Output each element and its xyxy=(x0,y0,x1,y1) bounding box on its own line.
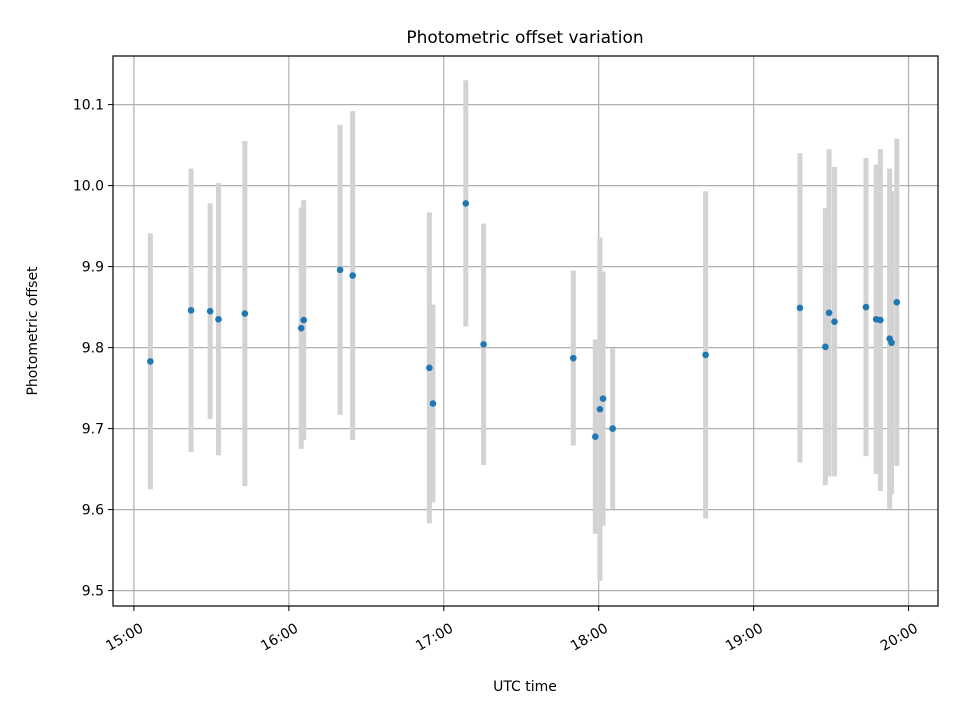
x-axis-label: UTC time xyxy=(493,679,557,695)
y-axis: 9.5 9.6 9.7 9.8 9.9 10.0 10.1 xyxy=(73,98,113,600)
data-point xyxy=(480,341,487,348)
chart-title: Photometric offset variation xyxy=(406,28,643,48)
y-axis-label: Photometric offset xyxy=(25,266,41,396)
y-tick-label: 9.6 xyxy=(82,503,104,519)
data-point xyxy=(831,318,838,325)
data-point xyxy=(796,304,804,312)
data-point xyxy=(147,358,154,365)
data-point xyxy=(215,315,222,323)
data-point xyxy=(591,433,599,441)
data-point xyxy=(297,324,305,332)
data-point xyxy=(349,272,356,279)
x-tick-label: 16:00 xyxy=(258,621,301,655)
data-point xyxy=(893,298,901,306)
plot-background xyxy=(113,56,938,606)
data-point xyxy=(429,400,437,407)
data-point xyxy=(822,343,829,351)
data-point xyxy=(187,307,195,314)
data-point xyxy=(862,303,870,311)
data-point xyxy=(300,316,308,324)
y-tick-label: 9.9 xyxy=(82,260,104,276)
y-tick-label: 10.1 xyxy=(73,98,104,114)
x-tick-label: 18:00 xyxy=(568,621,611,655)
data-point xyxy=(825,309,833,317)
y-tick-label: 9.7 xyxy=(82,422,104,438)
data-point xyxy=(206,307,214,315)
x-axis: 15:00 16:00 17:00 18:00 19:00 20:00 xyxy=(103,606,921,655)
plot-frame xyxy=(112,55,939,607)
data-point xyxy=(569,354,577,362)
data-point xyxy=(241,310,249,317)
data-point xyxy=(877,316,884,324)
x-tick-label: 19:00 xyxy=(723,621,766,655)
data-point xyxy=(599,395,607,402)
data-point xyxy=(462,200,470,207)
data-point xyxy=(336,266,344,274)
x-tick-label: 17:00 xyxy=(413,621,456,655)
y-tick-label: 9.8 xyxy=(82,341,104,357)
x-tick-label: 20:00 xyxy=(878,621,921,655)
data-point xyxy=(702,351,709,359)
y-tick-label: 10.0 xyxy=(73,179,104,195)
data-point xyxy=(596,405,604,413)
data-point xyxy=(609,425,616,432)
x-tick-label: 15:00 xyxy=(103,621,146,655)
data-points xyxy=(147,200,901,441)
data-point xyxy=(888,339,895,347)
y-tick-label: 9.5 xyxy=(82,584,104,600)
data-point xyxy=(426,364,433,372)
